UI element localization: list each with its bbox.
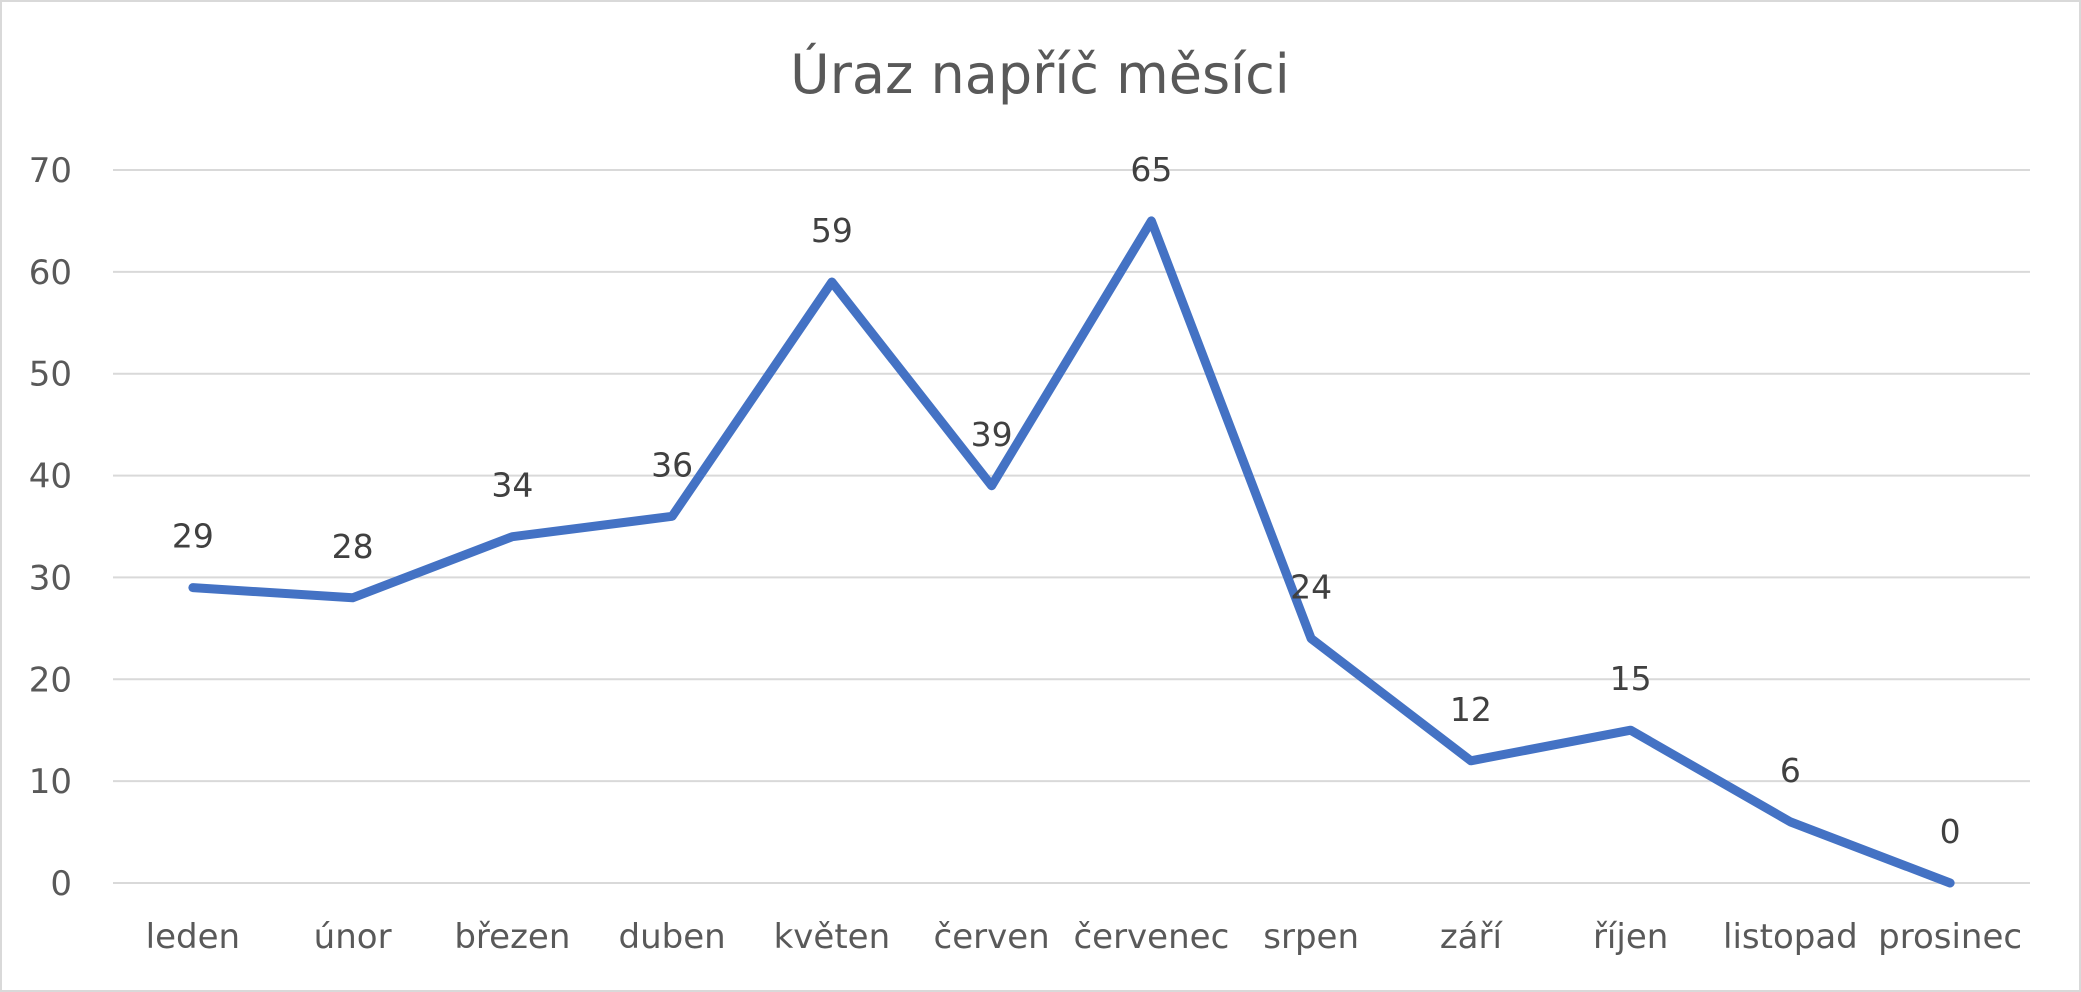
data-label: 0 <box>1940 812 1961 851</box>
data-label: 6 <box>1780 751 1801 790</box>
data-label: 59 <box>811 211 853 250</box>
series-layer <box>188 216 1955 888</box>
x-tick-label: srpen <box>1263 917 1359 957</box>
x-tick-label: květen <box>774 917 891 957</box>
series-line-0 <box>188 216 1955 888</box>
chart-title: Úraz napříč měsíci <box>790 43 1290 106</box>
y-tick-label: 40 <box>29 457 72 497</box>
y-tick-label: 10 <box>29 762 72 802</box>
data-labels: 29 28 34 36 59 39 65 24 12 15 6 0 <box>172 150 1961 851</box>
data-label: 12 <box>1450 690 1492 729</box>
x-tick-label: únor <box>314 917 392 957</box>
data-label: 28 <box>332 527 374 566</box>
data-label: 39 <box>971 415 1013 454</box>
x-tick-label: listopad <box>1723 917 1858 957</box>
x-tick-label: říjen <box>1593 917 1668 957</box>
y-tick-label: 70 <box>29 151 72 191</box>
data-label: 36 <box>651 445 693 484</box>
x-tick-label: duben <box>619 917 726 957</box>
gridlines <box>113 169 2030 884</box>
y-axis-ticks: 0 10 20 30 40 50 60 70 <box>29 151 72 904</box>
y-tick-label: 0 <box>50 864 72 904</box>
data-label: 29 <box>172 517 214 556</box>
x-axis-ticks: leden únor březen duben květen červen červenec… <box>146 917 2022 957</box>
data-label: 34 <box>491 466 533 505</box>
x-tick-label: červen <box>934 917 1050 957</box>
y-tick-label: 30 <box>29 558 72 598</box>
y-tick-label: 60 <box>29 253 72 293</box>
x-tick-label: prosinec <box>1878 917 2022 957</box>
x-tick-label: červenec <box>1073 917 1229 957</box>
y-tick-label: 50 <box>29 355 72 395</box>
y-tick-label: 20 <box>29 660 72 700</box>
x-tick-label: březen <box>454 917 570 957</box>
data-label: 24 <box>1290 568 1332 607</box>
x-tick-label: leden <box>146 917 240 957</box>
data-label: 65 <box>1130 150 1172 189</box>
data-label: 15 <box>1610 659 1652 698</box>
x-tick-label: září <box>1440 917 1504 957</box>
